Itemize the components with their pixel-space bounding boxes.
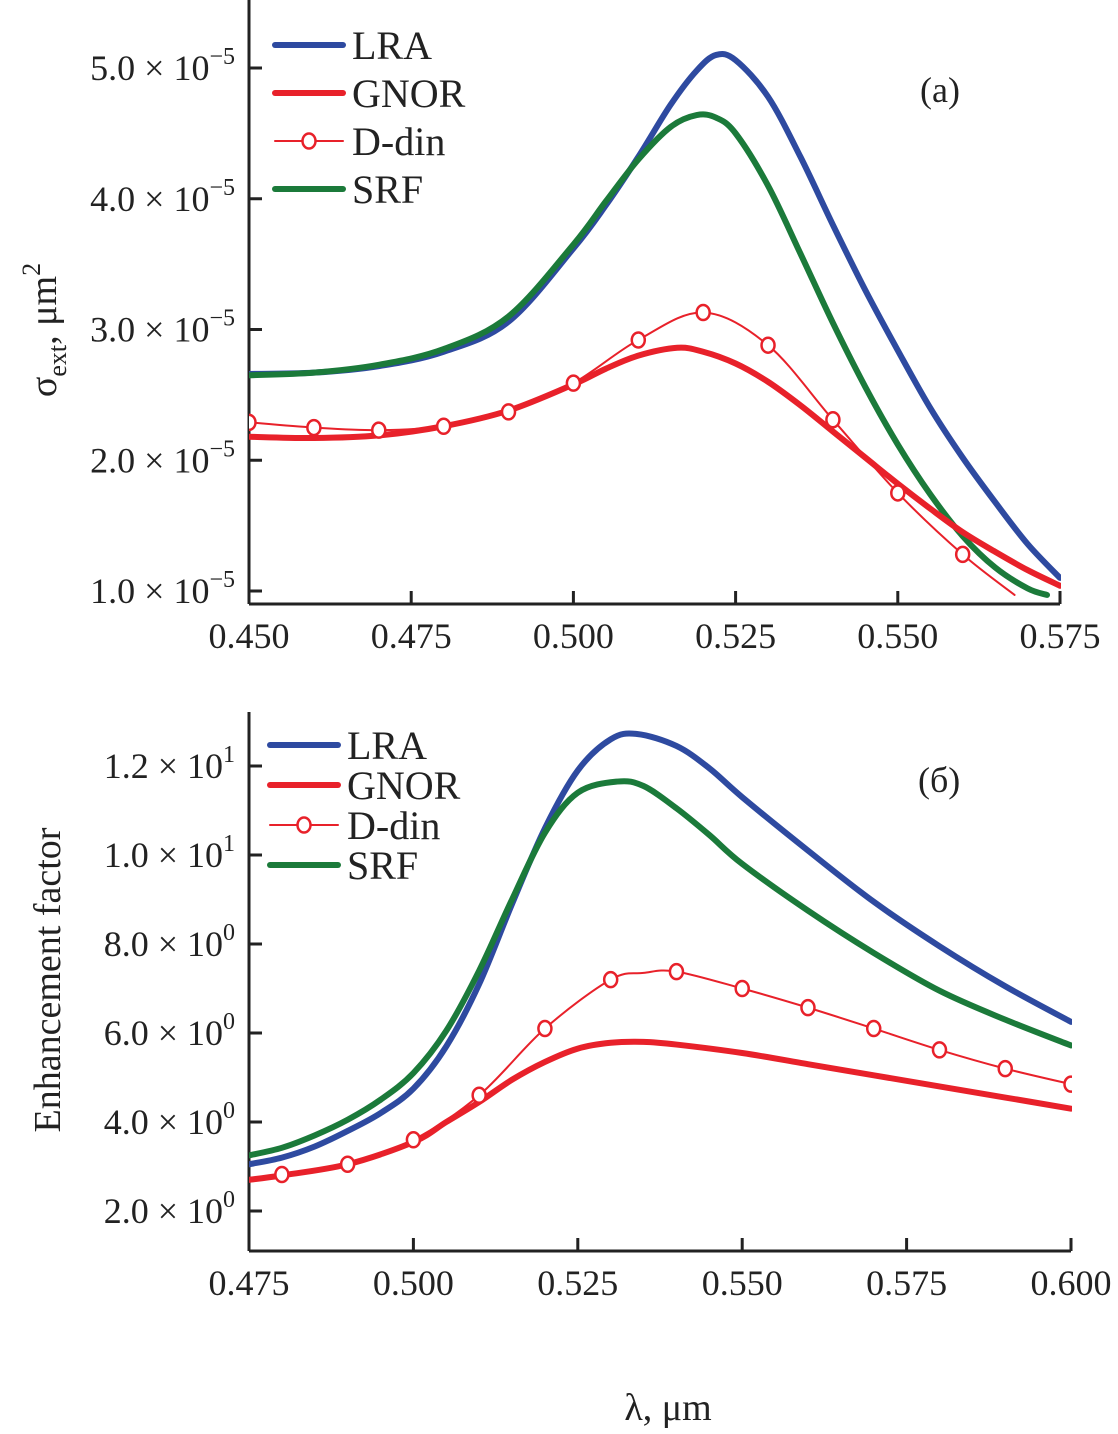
panel-label-b: (б) [918, 760, 960, 800]
data-point-d-din [565, 374, 582, 392]
data-point-d-din [800, 998, 816, 1017]
legend-item-d-din: D-din [274, 119, 445, 164]
series-line-lra [249, 730, 1072, 1168]
data-point-d-din [339, 1155, 356, 1174]
y-tick-label: 4.0 × 10−5 [90, 175, 235, 219]
ticks-b: 0.475 0.500 0.525 0.550 0.575 0.600 2.0 × 100 4… [104, 742, 1112, 1303]
data-point-d-din [890, 484, 906, 502]
data-point-d-din [760, 336, 776, 354]
data-point-d-din [954, 545, 971, 564]
x-tick-label: 0.450 [209, 616, 290, 656]
y-tick-label: 2.0 × 100 [104, 1187, 235, 1231]
series-line-gnor [249, 344, 1061, 589]
data-point-d-din [371, 421, 387, 439]
series-b [249, 730, 1072, 1184]
legend-label: GNOR [347, 763, 461, 808]
data-point-d-din [602, 970, 619, 989]
y-tick-label: 2.0 × 10−5 [90, 436, 235, 480]
y-tick-label: 6.0 × 100 [104, 1009, 235, 1053]
data-point-d-din [668, 962, 685, 981]
legend-item-gnor: GNOR [272, 71, 466, 116]
y-title-rest: , μm [23, 276, 65, 345]
panel-label-a: (a) [920, 70, 960, 110]
data-point-d-din [997, 1059, 1013, 1078]
y-tick-label: 1.0 × 10−5 [90, 567, 235, 611]
y-tick-label: 8.0 × 100 [104, 920, 235, 964]
series-a [249, 50, 1061, 598]
x-tick-label: 0.475 [209, 1263, 290, 1303]
x-tick-label: 0.550 [857, 616, 938, 656]
axes-b [247, 712, 1071, 1253]
y-axis-title-b: Enhancement factor [27, 827, 69, 1132]
legend-marker [296, 816, 312, 834]
x-tick-label: 0.500 [533, 616, 614, 656]
series-line-lra [249, 50, 1061, 581]
series-line-d-din [280, 969, 1072, 1176]
x-tick-label: 0.525 [695, 616, 776, 656]
data-point-d-din [734, 979, 750, 998]
ticks-a: 0.450 0.475 0.500 0.525 0.550 0.575 1.0 × 10−5… [90, 44, 1100, 656]
data-point-d-din [1063, 1075, 1072, 1093]
data-point-d-din [405, 1131, 422, 1149]
legend-label: SRF [352, 167, 423, 212]
x-tick-label: 0.475 [371, 616, 452, 656]
axes-a [247, 0, 1060, 606]
x-tick-label: 0.575 [1020, 616, 1101, 656]
x-tick-label: 0.500 [373, 1263, 454, 1303]
y-tick-label: 1.0 × 101 [104, 831, 235, 875]
legend-item-srf: SRF [272, 167, 423, 212]
data-point-d-din [249, 413, 257, 432]
legend-item-d-din: D-din [269, 803, 440, 848]
y-tick-label: 5.0 × 10−5 [90, 44, 235, 88]
data-point-d-din [630, 331, 647, 349]
legend-item-lra: LRA [267, 723, 427, 768]
x-tick-label: 0.600 [1031, 1263, 1112, 1303]
legend-item-gnor: GNOR [267, 763, 461, 808]
y-title-sigma: σ [23, 377, 65, 397]
legend-label: D-din [352, 119, 445, 164]
series-line-gnor [249, 1038, 1072, 1183]
legend-label: SRF [347, 843, 418, 888]
data-point-d-din [306, 418, 322, 437]
y-tick-label: 3.0 × 10−5 [90, 306, 235, 350]
panel-b: 0.475 0.500 0.525 0.550 0.575 0.600 2.0 × 100 4… [27, 712, 1112, 1429]
data-point-d-din [435, 417, 452, 436]
data-point-d-din [865, 1019, 882, 1038]
y-tick-label: 1.2 × 101 [104, 742, 235, 786]
data-point-d-din [500, 403, 517, 421]
x-tick-label: 0.575 [866, 1263, 947, 1303]
legend-item-lra: LRA [272, 23, 432, 68]
y-title-sub: ext [43, 344, 72, 377]
legend-marker [301, 132, 317, 150]
y-tick-label: 4.0 × 100 [104, 1098, 235, 1142]
legend-label: D-din [347, 803, 440, 848]
legend-label: LRA [347, 723, 427, 768]
series-line-srf [249, 778, 1072, 1159]
x-tick-label: 0.525 [537, 1263, 618, 1303]
data-point-d-din [537, 1019, 553, 1038]
data-point-d-din [931, 1041, 948, 1059]
legend-label: GNOR [352, 71, 466, 116]
series-line-srf [249, 111, 1051, 598]
legend-label: LRA [352, 23, 432, 68]
data-point-d-din [825, 410, 841, 429]
legend-item-srf: SRF [267, 843, 418, 888]
data-point-d-din [471, 1086, 487, 1105]
y-axis-title-a: σext, μm2 [17, 263, 72, 397]
panel-a: 0.450 0.475 0.500 0.525 0.550 0.575 1.0 × 10−5… [17, 0, 1101, 656]
y-title-sup: 2 [17, 263, 46, 276]
data-point-d-din [274, 1165, 290, 1184]
x-axis-title-b: λ, μm [624, 1387, 711, 1429]
x-tick-label: 0.550 [702, 1263, 783, 1303]
data-point-d-din [695, 303, 711, 322]
